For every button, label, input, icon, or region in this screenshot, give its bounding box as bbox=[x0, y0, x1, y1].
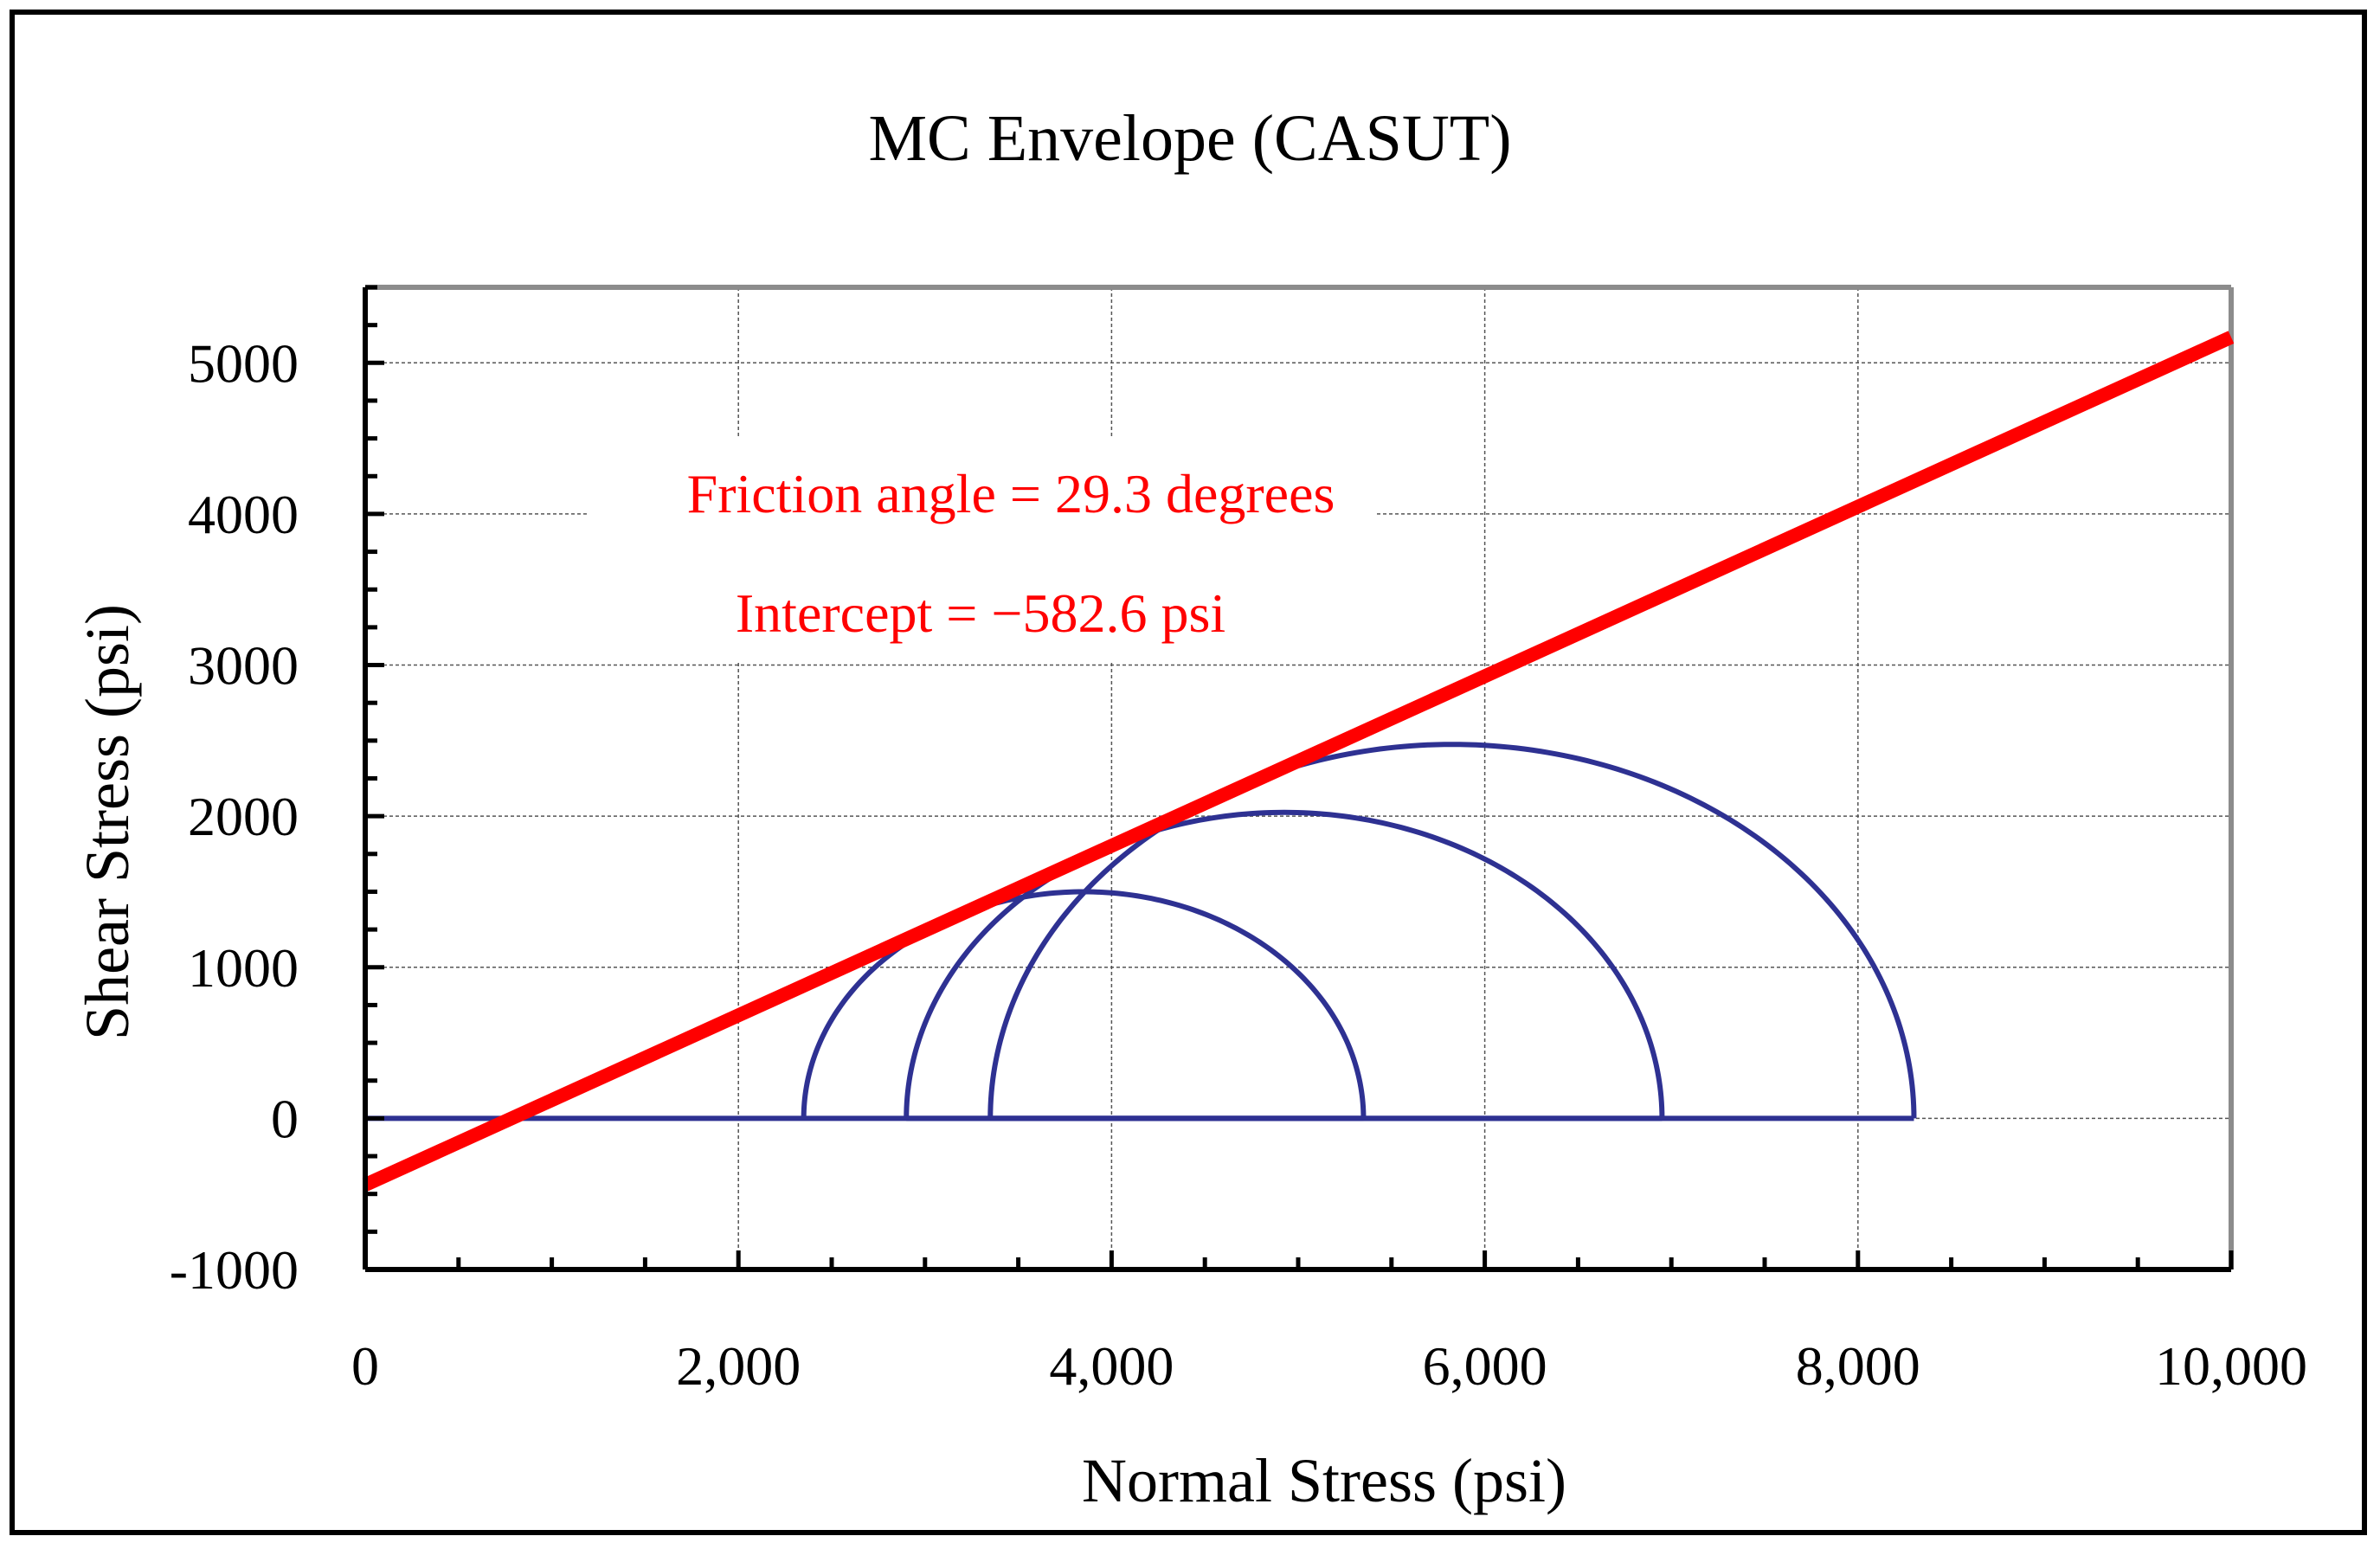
y-tick-label: 0 bbox=[271, 1088, 299, 1149]
mohr-circle-arc bbox=[904, 809, 1665, 1119]
y-tick-label: 3000 bbox=[188, 635, 299, 697]
x-tick-label: 6,000 bbox=[1423, 1335, 1547, 1397]
mc-envelope-line bbox=[362, 331, 2235, 1192]
intercept-annotation: Intercept = −582.6 psi bbox=[736, 582, 1225, 644]
annotations: Friction angle = 29.3 degrees Intercept … bbox=[589, 437, 1376, 662]
x-tick-label: 0 bbox=[351, 1335, 379, 1397]
mohr-circle-arc bbox=[987, 742, 1917, 1119]
y-tick-label: 2000 bbox=[188, 786, 299, 847]
x-tick-label: 4,000 bbox=[1049, 1335, 1174, 1397]
y-tick-label: 5000 bbox=[188, 332, 299, 394]
x-tick-label: 10,000 bbox=[2155, 1335, 2307, 1397]
axes: 0 2,000 4,000 6,000 8,000 10,000 -1000 0 1000 200… bbox=[170, 285, 2307, 1397]
y-tick-label: 1000 bbox=[188, 937, 299, 999]
chart-title: MC Envelope (CASUT) bbox=[868, 102, 1511, 175]
friction-angle-annotation: Friction angle = 29.3 degrees bbox=[687, 463, 1335, 524]
plot-border bbox=[365, 285, 2234, 1269]
x-tick-label: 8,000 bbox=[1796, 1335, 1920, 1397]
figure-frame bbox=[10, 10, 2367, 1535]
series-layer bbox=[362, 331, 2235, 1192]
y-tick-label: -1000 bbox=[170, 1239, 299, 1301]
x-tick-label: 2,000 bbox=[676, 1335, 801, 1397]
annotation-background bbox=[589, 437, 1376, 662]
y-axis-label: Shear Stress (psi) bbox=[73, 604, 142, 1040]
y-tick-label: 4000 bbox=[188, 484, 299, 545]
x-axis-label: Normal Stress (psi) bbox=[1082, 1446, 1566, 1515]
